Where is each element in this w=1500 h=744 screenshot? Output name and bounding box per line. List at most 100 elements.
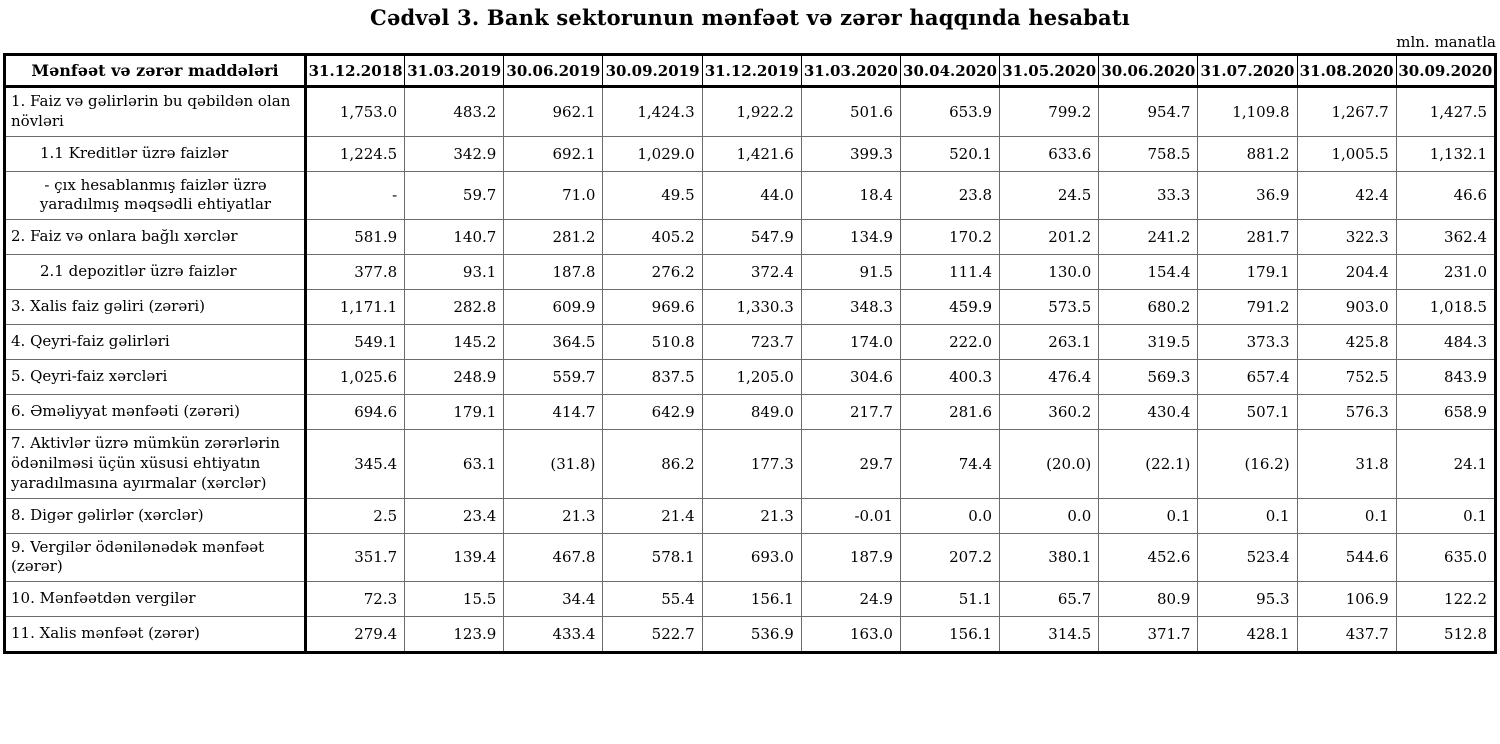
table-row: 11. Xalis mənfəət (zərər) 279.4 123.9 433.4… (3, 616, 1498, 655)
cell-value: 122.2 (1395, 581, 1498, 618)
row-label: 1. Faiz və gəlirlərin bu qəbildən olan n… (3, 86, 307, 137)
cell-value: 1,171.1 (304, 289, 406, 326)
cell-value: 1,922.2 (701, 86, 802, 137)
row-label: 10. Mənfəətdən vergilər (3, 581, 307, 618)
column-header-period: 31.12.2018 (304, 53, 406, 88)
cell-value: 400.3 (899, 359, 1001, 396)
cell-value: 791.2 (1197, 289, 1298, 326)
cell-value: (31.8) (503, 429, 604, 499)
table-row: 2.1 depozitlər üzrə faizlər 377.8 93.1 187.… (3, 254, 1498, 291)
cell-value: 1,005.5 (1296, 135, 1397, 172)
cell-value: 536.9 (701, 616, 802, 655)
cell-value: 467.8 (503, 532, 604, 583)
cell-value: 0.1 (1296, 497, 1397, 534)
column-header-period: 30.06.2020 (1098, 53, 1199, 88)
row-label: 7. Aktivlər üzrə mümkün zərərlərin ödəni… (3, 429, 307, 499)
cell-value: 156.1 (899, 616, 1001, 655)
cell-value: 430.4 (1098, 394, 1199, 431)
cell-value: 752.5 (1296, 359, 1397, 396)
cell-value: 1,267.7 (1296, 86, 1397, 137)
cell-value: 314.5 (999, 616, 1100, 655)
cell-value: 21.3 (701, 497, 802, 534)
row-label: 8. Digər gəlirlər (xərclər) (3, 497, 307, 534)
cell-value: 476.4 (999, 359, 1100, 396)
cell-value: 547.9 (701, 219, 802, 256)
cell-value: 72.3 (304, 581, 406, 618)
column-header-period: 31.03.2020 (800, 53, 901, 88)
table-row: 10. Mənfəətdən vergilər 72.3 15.5 34.4 55.4 1… (3, 581, 1498, 618)
row-label: - çıx hesablanmış faizlər üzrə yaradılmı… (3, 170, 307, 221)
cell-value: 179.1 (404, 394, 505, 431)
cell-value: 106.9 (1296, 581, 1397, 618)
cell-value: 2.5 (304, 497, 406, 534)
cell-value: 139.4 (404, 532, 505, 583)
row-label: 9. Vergilər ödənilənədək mənfəət (zərər) (3, 532, 307, 583)
cell-value: (22.1) (1098, 429, 1199, 499)
cell-value: 1,029.0 (602, 135, 703, 172)
cell-value: 51.1 (899, 581, 1001, 618)
table-row: 8. Digər gəlirlər (xərclər) 2.5 23.4 21.3 21… (3, 497, 1498, 534)
table-row: 5. Qeyri-faiz xərcləri 1,025.6 248.9 559.7 8… (3, 359, 1498, 396)
cell-value: 201.2 (999, 219, 1100, 256)
cell-value: 204.4 (1296, 254, 1397, 291)
cell-value: 156.1 (701, 581, 802, 618)
cell-value: 371.7 (1098, 616, 1199, 655)
cell-value: 217.7 (800, 394, 901, 431)
column-header-period: 30.04.2020 (899, 53, 1001, 88)
cell-value: 222.0 (899, 324, 1001, 361)
header-row: Mənfəət və zərər maddələri 31.12.2018 31.… (3, 53, 1498, 88)
cell-value: 140.7 (404, 219, 505, 256)
cell-value: 0.0 (899, 497, 1001, 534)
cell-value: 1,132.1 (1395, 135, 1498, 172)
cell-value: 34.4 (503, 581, 604, 618)
cell-value: 437.7 (1296, 616, 1397, 655)
cell-value: 799.2 (999, 86, 1100, 137)
cell-value: 569.3 (1098, 359, 1199, 396)
cell-value: (16.2) (1197, 429, 1298, 499)
cell-value: 24.5 (999, 170, 1100, 221)
cell-value: 55.4 (602, 581, 703, 618)
cell-value: 130.0 (999, 254, 1100, 291)
cell-value: 351.7 (304, 532, 406, 583)
cell-value: 145.2 (404, 324, 505, 361)
cell-value: 322.3 (1296, 219, 1397, 256)
cell-value: 364.5 (503, 324, 604, 361)
cell-value: 723.7 (701, 324, 802, 361)
row-label: 2. Faiz və onlara bağlı xərclər (3, 219, 307, 256)
cell-value: 281.2 (503, 219, 604, 256)
cell-value: 512.8 (1395, 616, 1498, 655)
cell-value: 0.1 (1197, 497, 1298, 534)
cell-value: 380.1 (999, 532, 1100, 583)
cell-value: 86.2 (602, 429, 703, 499)
cell-value: -0.01 (800, 497, 901, 534)
cell-value: 680.2 (1098, 289, 1199, 326)
cell-value: 241.2 (1098, 219, 1199, 256)
table-row: 9. Vergilər ödənilənədək mənfəət (zərər)… (3, 532, 1498, 583)
cell-value: 1,753.0 (304, 86, 406, 137)
cell-value: 282.8 (404, 289, 505, 326)
cell-value: 345.4 (304, 429, 406, 499)
cell-value: 279.4 (304, 616, 406, 655)
cell-value: 42.4 (1296, 170, 1397, 221)
cell-value: 65.7 (999, 581, 1100, 618)
cell-value: 510.8 (602, 324, 703, 361)
cell-value: 399.3 (800, 135, 901, 172)
table-row: - çıx hesablanmış faizlər üzrə yaradılmı… (3, 170, 1498, 221)
cell-value: 80.9 (1098, 581, 1199, 618)
cell-value: 520.1 (899, 135, 1001, 172)
cell-value: 658.9 (1395, 394, 1498, 431)
cell-value: 187.9 (800, 532, 901, 583)
cell-value: 507.1 (1197, 394, 1298, 431)
cell-value: 23.4 (404, 497, 505, 534)
cell-value: 248.9 (404, 359, 505, 396)
cell-value: 59.7 (404, 170, 505, 221)
column-header-items: Mənfəət və zərər maddələri (3, 53, 307, 88)
table-row: 6. Əməliyyat mənfəəti (zərəri) 694.6 179.1… (3, 394, 1498, 431)
cell-value: 1,427.5 (1395, 86, 1498, 137)
cell-value: 21.4 (602, 497, 703, 534)
cell-value: 694.6 (304, 394, 406, 431)
cell-value: 177.3 (701, 429, 802, 499)
cell-value: 304.6 (800, 359, 901, 396)
column-header-period: 30.09.2019 (602, 53, 703, 88)
